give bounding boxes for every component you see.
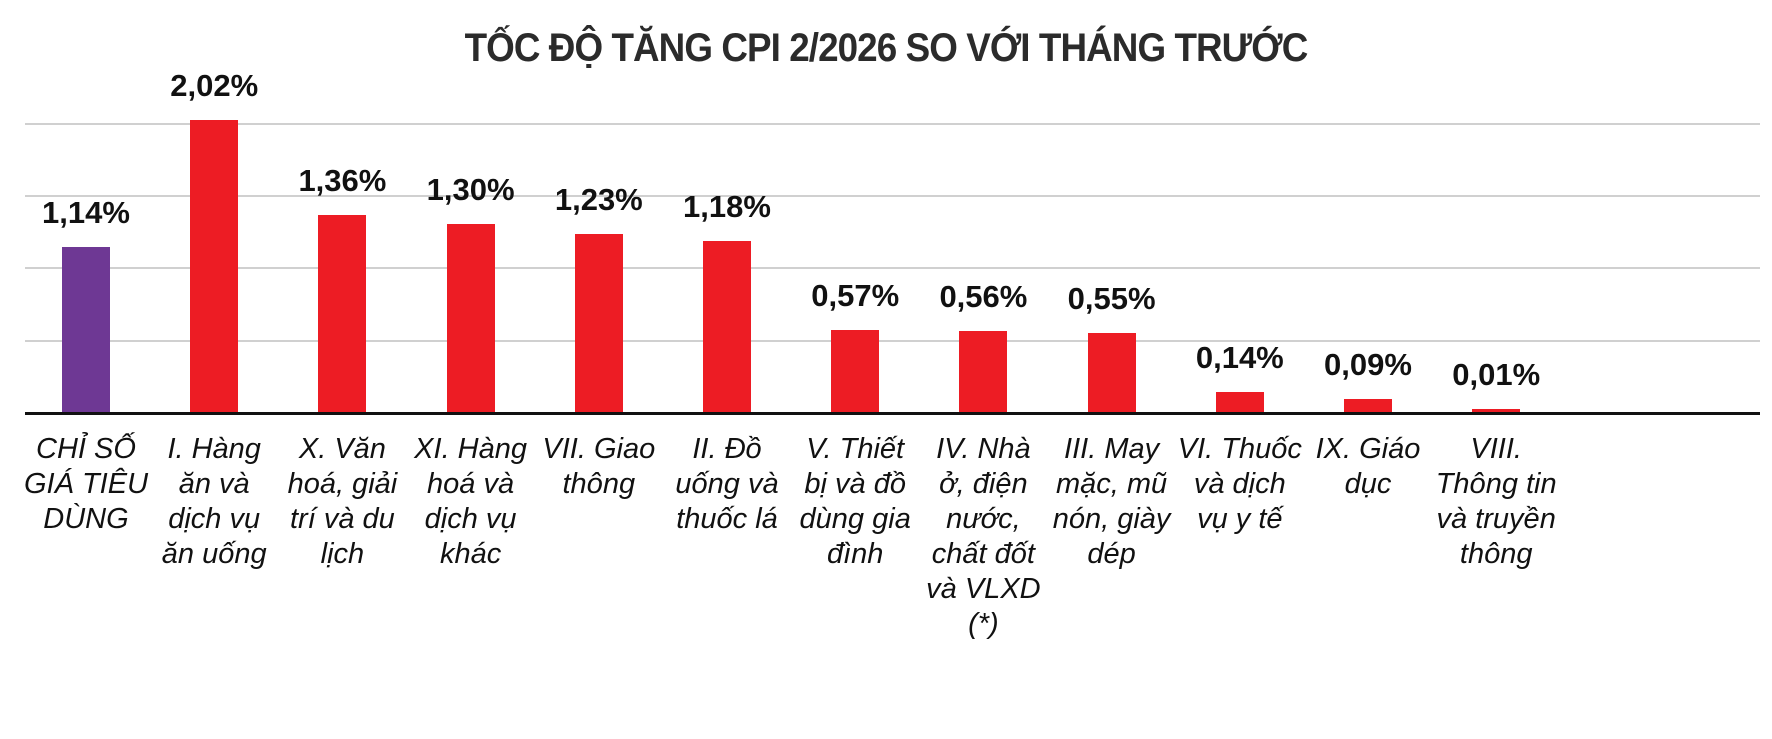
category-label: VII. Giao thông — [542, 433, 656, 500]
bar — [446, 224, 495, 412]
category-label: II. Đồ uống và thuốc lá — [675, 433, 779, 535]
value-label: 2,02% — [170, 68, 259, 104]
bar — [1215, 391, 1264, 412]
bar — [703, 241, 751, 412]
category-label: III. May mặc, mũ nón, giày dép — [1052, 433, 1171, 570]
category-label: IV. Nhà ở, điện nước, chất đốt và VLXD (… — [926, 433, 1041, 640]
value-label: 0,14% — [1195, 339, 1284, 375]
category-label: X. Văn hoá, giải trí và du lịch — [287, 433, 398, 570]
bar — [1344, 398, 1392, 412]
category-label: CHỈ SỐ GIÁ TIÊU DÙNG — [23, 433, 149, 535]
bar — [62, 247, 110, 412]
value-label: 0,57% — [811, 277, 900, 313]
gridline — [25, 123, 1760, 125]
bar — [574, 234, 623, 412]
value-label: 0,55% — [1067, 280, 1156, 316]
bar — [190, 120, 239, 412]
category-label: VI. Thuốc và dịch vụ y tế — [1177, 433, 1302, 535]
value-label: 1,30% — [426, 172, 515, 208]
value-label: 0,01% — [1452, 357, 1541, 392]
category-label: IX. Giáo dục — [1315, 433, 1421, 500]
category-label: XI. Hàng hoá và dịch vụ khác — [414, 433, 528, 570]
bar — [1472, 409, 1521, 412]
gridline — [25, 340, 1760, 342]
bar — [1087, 332, 1136, 412]
plot-area: 1,14% CHỈ SỐ GIÁ TIÊU DÙNG 2,02% I. Hàng ăn… — [24, 0, 1760, 739]
value-label: 1,36% — [298, 163, 387, 199]
category-label: VIII. Thông tin và truyền thông — [1435, 433, 1557, 570]
bar — [959, 331, 1008, 412]
category-label: V. Thiết bị và đồ dùng gia đình — [799, 433, 911, 570]
bar — [831, 329, 880, 412]
value-label: 0,09% — [1324, 346, 1412, 382]
gridline — [25, 267, 1760, 269]
bar — [318, 215, 367, 412]
chart-title: TỐC ĐỘ TĂNG CPI 2/2026 SO VỚI THÁNG TRƯỚ… — [464, 26, 1309, 70]
value-label: 1,23% — [554, 182, 643, 218]
value-label: 1,18% — [683, 189, 771, 225]
category-label: I. Hàng ăn và dịch vụ ăn uống — [161, 433, 267, 570]
value-label: 0,56% — [939, 279, 1028, 315]
gridline — [25, 195, 1760, 197]
value-label: 1,14% — [42, 195, 130, 231]
x-axis-line — [25, 412, 1760, 415]
